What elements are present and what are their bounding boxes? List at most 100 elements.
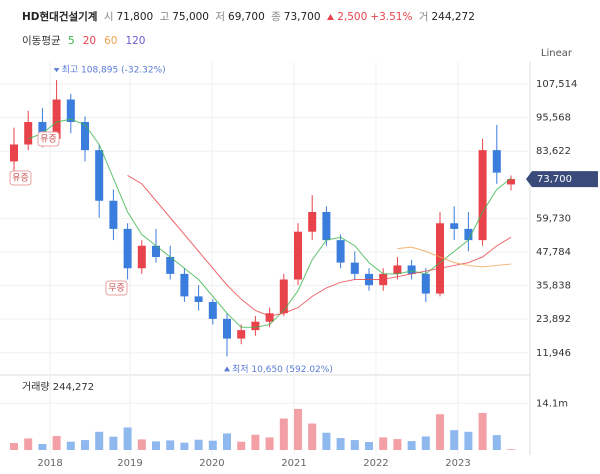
candle-body bbox=[350, 262, 359, 274]
candle-body bbox=[308, 212, 317, 232]
candle-body bbox=[152, 245, 161, 258]
label: 고 bbox=[159, 11, 170, 23]
volume-bar bbox=[52, 436, 61, 450]
x-tick-label: 2018 bbox=[37, 458, 62, 469]
volume-bar bbox=[137, 439, 146, 450]
volume-bar bbox=[435, 414, 444, 450]
candle-body bbox=[393, 265, 402, 274]
legend-entry: 120 bbox=[125, 35, 145, 47]
volume-bar bbox=[81, 440, 90, 450]
volume-bar bbox=[123, 427, 132, 450]
candle-body bbox=[435, 223, 444, 294]
candle-body bbox=[52, 99, 61, 139]
legend-entry: 60 bbox=[104, 35, 117, 47]
y-tick-label: 95,568 bbox=[536, 113, 571, 124]
volume-bar bbox=[336, 438, 345, 450]
candle-body bbox=[180, 273, 189, 297]
price-tag bbox=[526, 171, 598, 188]
candle-body bbox=[166, 257, 175, 274]
candle-body bbox=[137, 245, 146, 269]
candle-body bbox=[237, 330, 246, 339]
event-badge bbox=[9, 170, 32, 186]
volume-bar bbox=[180, 442, 189, 450]
event-label: 유증 bbox=[40, 134, 57, 145]
value: 71,800 bbox=[116, 11, 154, 23]
volume-bar bbox=[379, 437, 388, 450]
price-tag-label: 73,700 bbox=[537, 174, 572, 185]
volume-bar bbox=[208, 440, 217, 450]
y-tick-label: 14.1m bbox=[536, 398, 568, 409]
candle-body bbox=[38, 122, 47, 139]
y-tick-label: 59,730 bbox=[536, 213, 571, 224]
x-tick-label: 2020 bbox=[199, 458, 224, 469]
volume-bar bbox=[95, 431, 104, 450]
volume-bar bbox=[152, 441, 161, 450]
change: 2,500 bbox=[337, 11, 368, 23]
candle-body bbox=[421, 273, 430, 294]
volume-bar bbox=[393, 439, 402, 450]
volume-bar bbox=[364, 442, 373, 450]
candle-body bbox=[123, 228, 132, 269]
event-badge bbox=[105, 280, 128, 296]
volume-bar bbox=[24, 438, 33, 450]
candle-body bbox=[10, 144, 19, 162]
scale-mode[interactable]: Linear bbox=[541, 48, 573, 59]
up-arrow bbox=[326, 14, 334, 20]
volume-bar bbox=[223, 433, 232, 450]
y-tick-label: 107,514 bbox=[536, 79, 577, 90]
candle-body bbox=[492, 150, 501, 173]
event-label: 유증 bbox=[12, 173, 29, 184]
volume-bar bbox=[251, 434, 260, 450]
legend-entry: 20 bbox=[83, 35, 96, 47]
y-tick-label: 23,892 bbox=[536, 314, 571, 325]
volume-bar bbox=[293, 408, 302, 450]
label: 종 bbox=[271, 11, 281, 23]
y-tick-label: 35,838 bbox=[536, 281, 571, 292]
candle-body bbox=[506, 179, 515, 185]
change-pct: +3.51% bbox=[370, 11, 413, 23]
candle-body bbox=[407, 265, 416, 274]
candle-body bbox=[478, 150, 487, 241]
header: HD현대건설기계 시 71,800 고 75,000 저 69,700 종 73,700… bbox=[22, 9, 478, 24]
candle-body bbox=[279, 279, 288, 314]
volume-bar bbox=[38, 444, 47, 450]
candle-body bbox=[194, 296, 203, 302]
candle-body bbox=[322, 212, 331, 241]
candle-body bbox=[109, 200, 118, 229]
candle-body bbox=[66, 99, 75, 123]
label: 시 bbox=[103, 11, 114, 23]
volume-bar bbox=[350, 440, 359, 450]
x-tick-label: 2021 bbox=[281, 458, 306, 469]
value: 69,700 bbox=[228, 11, 265, 23]
ma-line bbox=[127, 175, 512, 317]
event-label: 무증 bbox=[108, 283, 125, 294]
ma-line bbox=[397, 246, 512, 268]
volume-bar bbox=[265, 437, 274, 450]
volume-bar bbox=[322, 432, 331, 450]
candle-body bbox=[265, 313, 274, 322]
volume-bar bbox=[279, 418, 288, 450]
volume-title: 거래량 244,272 bbox=[22, 381, 94, 393]
volume-bar bbox=[478, 412, 487, 450]
volume-bar bbox=[492, 435, 501, 450]
volume-bar bbox=[194, 439, 203, 450]
volume-bar bbox=[450, 430, 459, 450]
candle-body bbox=[464, 228, 473, 241]
candle-body bbox=[95, 150, 104, 201]
volume-bar bbox=[421, 436, 430, 450]
low-note: 최저 10,650 (592.02%) bbox=[232, 364, 333, 375]
label: 저 bbox=[215, 11, 226, 23]
label: 거 bbox=[418, 11, 429, 23]
stock-name: HD현대건설기계 bbox=[22, 11, 98, 23]
y-tick-label: 47,784 bbox=[536, 247, 571, 258]
y-tick-label: 11,946 bbox=[536, 348, 571, 359]
y-tick-label: 83,622 bbox=[536, 146, 571, 157]
candle-body bbox=[336, 240, 345, 263]
volume-bar bbox=[10, 443, 19, 450]
candle-body bbox=[251, 321, 260, 331]
volume-bar bbox=[464, 431, 473, 450]
event-badge bbox=[37, 131, 60, 147]
high-marker bbox=[53, 68, 60, 73]
